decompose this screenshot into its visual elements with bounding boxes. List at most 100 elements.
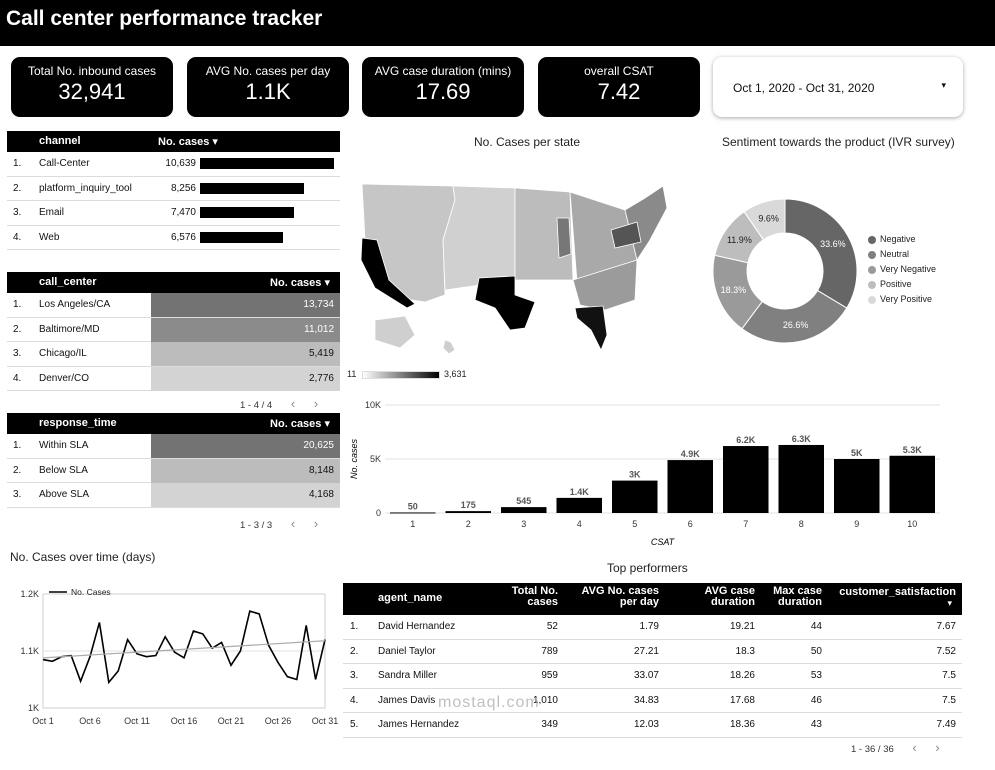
map-region-illinois: [556, 217, 572, 259]
table-row[interactable]: 4. James Davis 1,010 34.83 17.68 46 7.5: [343, 688, 962, 713]
column-header-call-center[interactable]: call_center: [39, 276, 97, 288]
column-header-no-cases[interactable]: No. cases ▾: [270, 418, 330, 430]
chevron-left-icon[interactable]: ‹: [290, 396, 296, 411]
agent-name: Daniel Taylor: [378, 645, 436, 657]
plot-frame: [42, 593, 326, 709]
table-row[interactable]: 2. Below SLA 8,148: [7, 458, 340, 483]
table-row[interactable]: 2. Daniel Taylor 789 27.21 18.3 50 7.52: [343, 639, 962, 664]
table-row[interactable]: 1. Los Angeles/CA 13,734: [7, 293, 340, 318]
pager-text: 1 - 3 / 3: [240, 520, 273, 531]
chevron-right-icon[interactable]: ›: [313, 396, 319, 411]
table-row[interactable]: 3. Sandra Miller 959 33.07 18.26 53 7.5: [343, 664, 962, 689]
legend-label: Very Negative: [880, 264, 937, 274]
row-label: Below SLA: [39, 464, 88, 476]
bar[interactable]: [667, 460, 714, 513]
cases-value: 5,419: [308, 348, 334, 359]
bar[interactable]: [833, 459, 880, 513]
column-header-channel[interactable]: channel: [39, 135, 81, 147]
table-row[interactable]: 1. Call-Center 10,639: [7, 152, 340, 177]
bar[interactable]: [445, 511, 492, 513]
kpi-label: Total No. inbound cases: [27, 64, 157, 78]
legend-label: Neutral: [880, 249, 910, 259]
donut-slice-negative[interactable]: [784, 198, 858, 309]
table-row[interactable]: 5. James Hernandez 349 12.03 18.36 43 7.49: [343, 713, 962, 738]
column-header-no-cases[interactable]: No. cases ▾: [158, 136, 218, 148]
bar[interactable]: [556, 497, 603, 513]
date-range-value: Oct 1, 2020 - Oct 31, 2020: [733, 81, 875, 95]
cases-bar: [200, 207, 295, 218]
cases-value: 13,734: [303, 299, 334, 310]
series-line-no-cases[interactable]: [42, 610, 326, 685]
legend-label: Positive: [880, 279, 912, 289]
table-row[interactable]: 2. platform_inquiry_tool 8,256: [7, 176, 340, 201]
total-cases: 959: [541, 670, 558, 681]
row-number: 4.: [13, 372, 22, 384]
column-header-response-time[interactable]: response_time: [39, 417, 117, 429]
column-header-total-cases[interactable]: Total No. cases: [511, 585, 558, 608]
table-row[interactable]: 1. Within SLA 20,625: [7, 434, 340, 459]
cases-value: 10,639: [165, 158, 196, 169]
bar[interactable]: [389, 512, 436, 514]
bar-value-label: 5K: [851, 448, 863, 458]
slice-label: 11.9%: [727, 235, 752, 245]
bar[interactable]: [889, 455, 936, 513]
bar[interactable]: [722, 446, 769, 513]
pager-text: 1 - 4 / 4: [240, 400, 273, 411]
kpi-total-cases: Total No. inbound cases 32,941: [11, 57, 173, 117]
date-range-picker[interactable]: Oct 1, 2020 - Oct 31, 2020 ▾: [713, 57, 963, 117]
column-header-agent-name[interactable]: agent_name: [378, 592, 443, 604]
table-row[interactable]: 3. Email 7,470: [7, 201, 340, 226]
avg-cases-per-day: 12.03: [633, 719, 659, 730]
column-header-max-case-duration[interactable]: Max case duration: [773, 585, 822, 608]
us-map[interactable]: [345, 170, 690, 385]
avg-case-duration: 18.36: [729, 719, 755, 730]
column-header-customer-satisfaction[interactable]: customer_satisfaction: [839, 586, 956, 598]
bar-value-label: 1.4K: [570, 487, 590, 497]
channel-name: Web: [39, 231, 60, 243]
csat-bar-chart[interactable]: 0 5K 10K No. cases 50 1 175 2 545 3 1.4K 4 3K 5 4.9K 6 6…: [345, 395, 945, 550]
map-region-texas: [474, 275, 536, 331]
legend-label: No. Cases: [71, 587, 111, 597]
table-row[interactable]: 4. Denver/CO 2,776: [7, 366, 340, 391]
chevron-left-icon[interactable]: ‹: [912, 740, 917, 755]
total-cases: 52: [546, 621, 558, 632]
map-region-california: [360, 237, 416, 309]
table-row[interactable]: 3. Above SLA 4,168: [7, 483, 340, 508]
kpi-label: overall CSAT: [584, 64, 654, 78]
bar[interactable]: [778, 444, 825, 513]
column-header-avg-cases-per-day[interactable]: AVG No. cases per day: [581, 585, 659, 608]
donut-slice-neutral[interactable]: [741, 289, 848, 344]
avg-case-duration: 19.21: [729, 621, 755, 632]
table-row[interactable]: 1. David Hernandez 52 1.79 19.21 44 7.67: [343, 615, 962, 640]
heat-cell: [151, 458, 340, 483]
kpi-value: 32,941: [58, 79, 126, 104]
legend-swatch: [868, 281, 876, 289]
y-tick-label: 0: [376, 508, 381, 518]
table-row[interactable]: 4. Web 6,576: [7, 225, 340, 250]
chevron-right-icon[interactable]: ›: [935, 740, 940, 755]
table-row[interactable]: 2. Baltimore/MD 11,012: [7, 317, 340, 342]
table-row[interactable]: 3. Chicago/IL 5,419: [7, 342, 340, 367]
max-case-duration: 46: [810, 694, 822, 706]
bar-value-label: 6.2K: [736, 435, 756, 445]
max-case-duration: 50: [810, 645, 822, 657]
cases-bar: [200, 182, 304, 194]
chevron-right-icon[interactable]: ›: [313, 516, 319, 531]
sentiment-donut-chart[interactable]: 33.6% 26.6% 18.3% 11.9% 9.6%: [705, 196, 865, 346]
column-header-no-cases[interactable]: No. cases ▾: [270, 277, 330, 289]
donut-slice-very-positive[interactable]: [743, 198, 786, 241]
x-tick-label: Oct 11: [124, 716, 150, 726]
avg-case-duration: 17.68: [729, 694, 755, 706]
cases-over-time-line-chart[interactable]: 1K 1.1K 1.2K Oct 1 Oct 6 Oct 11 Oct 16 Oct 21 Oc…: [5, 580, 340, 730]
x-tick-label: 6: [688, 519, 693, 529]
chevron-left-icon[interactable]: ‹: [290, 516, 296, 531]
max-case-duration: 44: [810, 621, 822, 632]
column-header-avg-case-duration[interactable]: AVG case duration: [704, 585, 755, 608]
kpi-value: 17.69: [415, 79, 471, 104]
cases-value: 20,625: [303, 440, 334, 451]
row-number: 3.: [13, 207, 22, 218]
x-tick-label: 2: [466, 519, 471, 529]
bar[interactable]: [500, 507, 547, 513]
chevron-down-icon: ▾: [941, 80, 946, 90]
bar[interactable]: [611, 480, 658, 513]
